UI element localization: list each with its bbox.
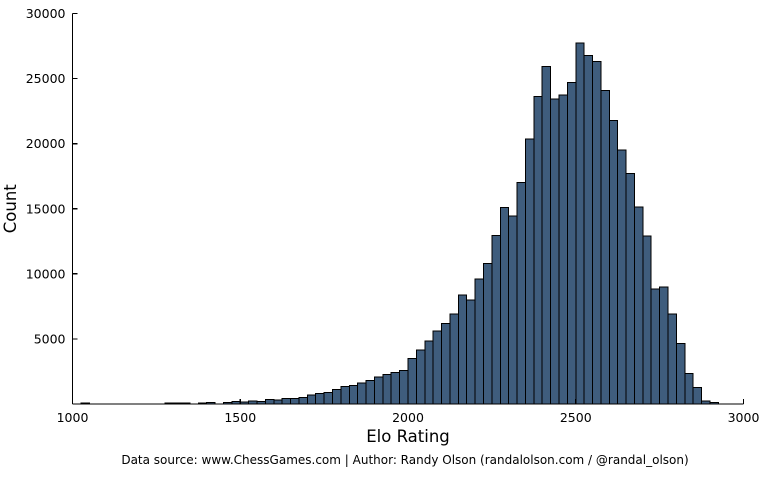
y-tick-label: 15000 [26,201,66,216]
histogram-bar [650,288,661,405]
y-axis-label: Count [1,184,20,234]
histogram-bar [482,263,493,405]
histogram-bar [625,173,635,405]
histogram-bar [524,138,535,405]
data-source-credit: Data source: www.ChessGames.com | Author… [121,453,689,467]
histogram-bar [457,294,468,405]
histogram-bar [415,349,426,405]
histogram-bar [533,96,543,405]
histogram-bars [80,42,719,405]
histogram-bar [499,206,510,405]
histogram-bar [390,372,401,405]
histogram-bar [592,60,602,405]
x-tick-label: 2500 [560,410,592,425]
histogram-bar [541,66,552,405]
histogram-bar [290,397,300,405]
histogram-bar [575,42,585,405]
x-tick-label: 2000 [392,410,424,425]
y-tick-label: 10000 [26,266,66,281]
histogram-bar [466,299,476,405]
histogram-bar [424,340,434,405]
histogram-bar [323,391,334,405]
axes [71,12,745,405]
axis-labels: 5000 10000 15000 20000 25000 30000 1000 1500 200… [1,6,759,446]
x-axis-label: Elo Rating [366,427,450,446]
histogram-bar [633,206,644,405]
histogram-bar [583,55,594,405]
histogram-bar [407,357,417,405]
histogram-bar [617,149,627,405]
histogram-bar [357,382,367,405]
histogram-bar [382,373,392,405]
histogram-bar [684,373,694,405]
histogram-bar [365,379,375,405]
y-tick-label: 25000 [26,71,66,86]
histogram-bar [600,90,610,405]
histogram-bar [315,393,325,405]
histogram-bar [340,385,350,405]
histogram-bar [659,286,669,405]
histogram-bar [449,313,459,405]
x-tick-label: 3000 [728,410,760,425]
histogram-bar [566,81,577,405]
histogram-bar [306,394,317,405]
histogram-bar [373,376,384,405]
histogram-bar [508,215,518,405]
histogram-bar [281,397,292,405]
histogram-bar [399,369,409,405]
x-tick-label: 1500 [224,410,256,425]
histogram-bar [441,323,451,405]
histogram-bar [642,235,652,405]
histogram-bar [491,234,501,405]
histogram-bar [692,387,703,405]
y-tick-label: 20000 [26,136,66,151]
histogram-bar [298,396,308,405]
histogram-bar [558,94,568,405]
y-tick-label: 5000 [34,331,66,346]
histogram-bar [516,181,526,405]
histogram-bar [348,384,359,405]
histogram-bar [332,389,342,405]
histogram-bar [432,330,443,405]
y-tick-label: 30000 [26,6,66,21]
histogram-bar [608,120,619,405]
histogram-bar [675,343,686,405]
histogram-bar [667,313,677,405]
histogram-bar [550,98,560,405]
histogram-bar [474,278,484,405]
x-tick-label: 1000 [57,410,89,425]
